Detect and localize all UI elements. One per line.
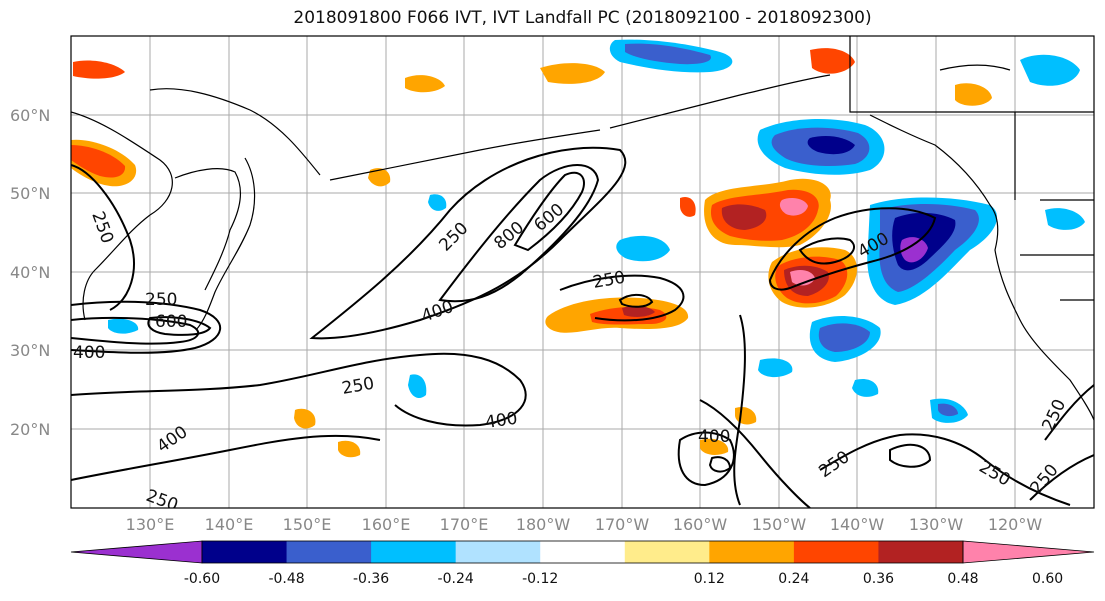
lon-label: 150°E bbox=[283, 515, 332, 534]
lat-label: 30°N bbox=[10, 341, 50, 360]
lon-label: 180°W bbox=[516, 515, 571, 534]
contour-label-400: 400 bbox=[484, 409, 519, 433]
colorbar-swatch bbox=[878, 541, 964, 563]
colorbar-swatch bbox=[624, 541, 710, 563]
lon-label: 160°E bbox=[362, 515, 411, 534]
colorbar-swatch bbox=[540, 541, 626, 563]
contour-label-400: 400 bbox=[698, 427, 730, 447]
colorbar-tick-label: 0.36 bbox=[863, 571, 894, 587]
colorbar-swatch bbox=[202, 541, 288, 563]
lat-label: 50°N bbox=[10, 184, 50, 203]
colorbar-extension-low bbox=[70, 540, 203, 564]
lon-label: 140°E bbox=[205, 515, 254, 534]
colorbar-swatch bbox=[455, 541, 541, 563]
colorbar-tick-label: -0.36 bbox=[353, 571, 389, 587]
ivt-contours bbox=[71, 146, 1094, 508]
lon-label: 160°W bbox=[673, 515, 728, 534]
lon-label: 170°W bbox=[595, 515, 650, 534]
gridlines bbox=[71, 36, 1094, 508]
lon-label: 140°W bbox=[830, 515, 885, 534]
map-border bbox=[70, 35, 1095, 509]
contour-label-600: 600 bbox=[155, 312, 187, 332]
longitude-labels: 130°E 140°E 150°E 160°E 170°E 180°W 170°… bbox=[126, 515, 1043, 534]
colorbar-tick-label: 0.24 bbox=[778, 571, 809, 587]
colorbar-tick-label: 0.60 bbox=[1032, 571, 1063, 587]
contour-label-400: 400 bbox=[73, 343, 105, 363]
lon-label: 130°E bbox=[126, 515, 175, 534]
colorbar-extension-high bbox=[962, 540, 1095, 564]
colorbar-tick-label: 0.12 bbox=[694, 571, 725, 587]
lon-label: 120°W bbox=[988, 515, 1043, 534]
colorbar-tick-label: -0.24 bbox=[438, 571, 474, 587]
colorbar-swatch bbox=[709, 541, 795, 563]
map-title: 2018091800 F066 IVT, IVT Landfall PC (20… bbox=[293, 8, 872, 28]
lon-label: 170°E bbox=[440, 515, 489, 534]
colorbar-swatch bbox=[286, 541, 372, 563]
colorbar-swatch bbox=[371, 541, 457, 563]
lon-label: 150°W bbox=[752, 515, 807, 534]
latitude-labels: 60°N 50°N 40°N 30°N 20°N bbox=[10, 106, 50, 439]
colorbar-tick-label: -0.60 bbox=[184, 571, 220, 587]
lat-label: 20°N bbox=[10, 420, 50, 439]
lat-label: 40°N bbox=[10, 263, 50, 282]
colorbar-tick-label: -0.12 bbox=[522, 571, 558, 587]
contour-label-250: 250 bbox=[145, 290, 177, 310]
colorbar: -0.60 -0.48 -0.36 -0.24 -0.12 0.12 0.24 0.36 0.4… bbox=[70, 540, 1095, 587]
colorbar-tick-label: 0.48 bbox=[947, 571, 978, 587]
lat-label: 60°N bbox=[10, 106, 50, 125]
colorbar-swatch bbox=[793, 541, 879, 563]
colorbar-border bbox=[201, 540, 964, 564]
lon-label: 130°W bbox=[909, 515, 964, 534]
coastlines bbox=[71, 36, 1094, 421]
colorbar-tick-label: -0.48 bbox=[268, 571, 304, 587]
